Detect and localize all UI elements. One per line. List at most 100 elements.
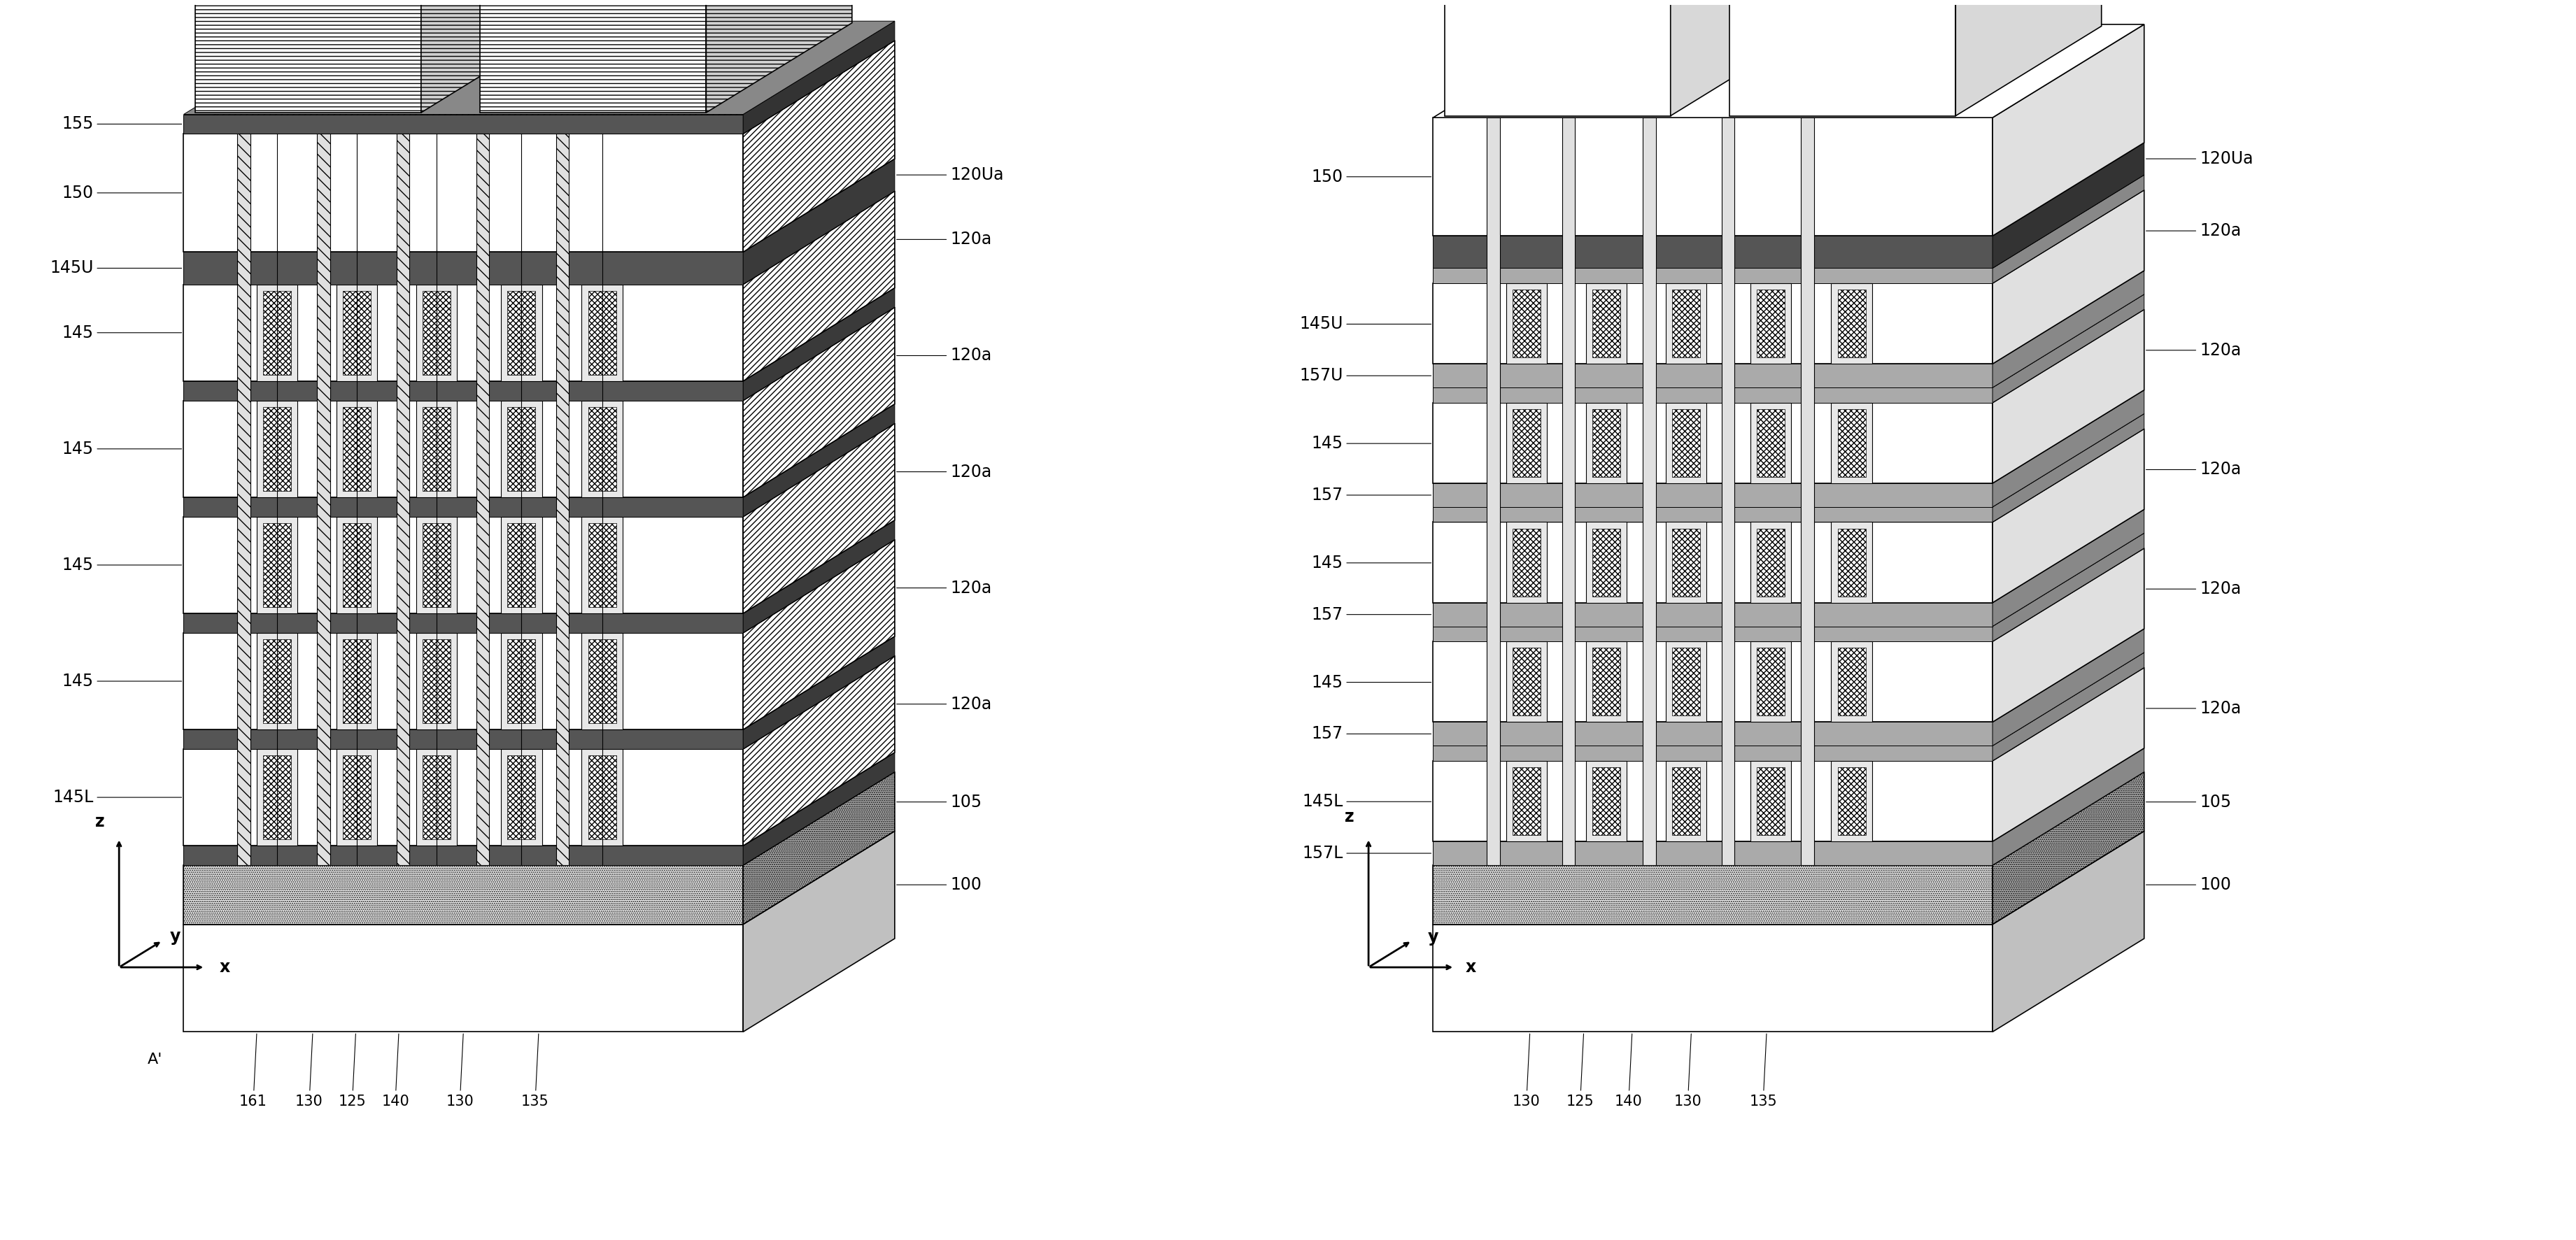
Polygon shape	[343, 755, 371, 839]
Text: 120a: 120a	[896, 696, 992, 713]
Polygon shape	[1512, 528, 1540, 596]
Polygon shape	[337, 401, 376, 497]
Polygon shape	[1432, 190, 2143, 283]
Polygon shape	[183, 41, 894, 134]
Text: 125: 125	[337, 1034, 366, 1109]
Polygon shape	[1994, 175, 2143, 283]
Polygon shape	[183, 539, 894, 632]
Polygon shape	[742, 636, 894, 749]
Polygon shape	[742, 831, 894, 1032]
Polygon shape	[1486, 118, 1499, 866]
Polygon shape	[1757, 768, 1785, 835]
Polygon shape	[1432, 363, 1994, 388]
Polygon shape	[1994, 533, 2143, 641]
Polygon shape	[1994, 143, 2143, 268]
Polygon shape	[183, 252, 742, 284]
Text: 140: 140	[381, 1034, 410, 1109]
Polygon shape	[343, 290, 371, 374]
Polygon shape	[1667, 761, 1705, 842]
Polygon shape	[1445, 0, 1669, 115]
Text: 130: 130	[1512, 1034, 1540, 1109]
Polygon shape	[422, 290, 451, 374]
Polygon shape	[183, 749, 742, 846]
Polygon shape	[1432, 522, 1994, 603]
Text: z: z	[1345, 808, 1355, 825]
Polygon shape	[587, 523, 616, 608]
Polygon shape	[1994, 391, 2143, 507]
Text: 100: 100	[2146, 877, 2231, 893]
Polygon shape	[1752, 403, 1790, 484]
Polygon shape	[1432, 667, 2143, 761]
Polygon shape	[1432, 309, 2143, 403]
Polygon shape	[1752, 641, 1790, 722]
Polygon shape	[1994, 831, 2143, 1032]
Polygon shape	[1432, 641, 1994, 722]
Polygon shape	[183, 497, 742, 517]
Polygon shape	[742, 539, 894, 729]
Polygon shape	[1994, 629, 2143, 745]
Polygon shape	[1587, 641, 1625, 722]
Text: 150: 150	[1311, 169, 1432, 185]
Polygon shape	[1672, 409, 1700, 477]
Polygon shape	[258, 749, 299, 846]
Polygon shape	[1432, 745, 1994, 761]
Text: 120a: 120a	[2146, 701, 2241, 717]
Polygon shape	[1667, 283, 1705, 363]
Text: 120a: 120a	[2146, 580, 2241, 598]
Polygon shape	[582, 749, 623, 846]
Polygon shape	[183, 423, 894, 517]
Polygon shape	[1994, 429, 2143, 603]
Polygon shape	[183, 21, 894, 114]
Polygon shape	[415, 401, 456, 497]
Polygon shape	[397, 134, 410, 866]
Polygon shape	[1432, 771, 2143, 866]
Polygon shape	[1643, 118, 1656, 866]
Text: x: x	[1466, 959, 1476, 976]
Text: 145: 145	[1311, 673, 1432, 691]
Polygon shape	[1432, 603, 1994, 626]
Polygon shape	[1432, 403, 1994, 484]
Text: 157L: 157L	[1301, 844, 1432, 862]
Polygon shape	[1432, 429, 2143, 522]
Polygon shape	[582, 517, 623, 614]
Polygon shape	[1752, 761, 1790, 842]
Polygon shape	[337, 749, 376, 846]
Polygon shape	[500, 632, 541, 729]
Polygon shape	[1432, 548, 2143, 641]
Polygon shape	[1994, 771, 2143, 924]
Polygon shape	[587, 407, 616, 491]
Polygon shape	[582, 632, 623, 729]
Text: A': A'	[147, 1053, 162, 1066]
Polygon shape	[343, 523, 371, 608]
Polygon shape	[742, 288, 894, 401]
Polygon shape	[420, 0, 567, 113]
Text: 105: 105	[2146, 794, 2231, 811]
Polygon shape	[479, 0, 706, 113]
Polygon shape	[263, 640, 291, 723]
Text: 120a: 120a	[2146, 222, 2241, 239]
Polygon shape	[1587, 403, 1625, 484]
Polygon shape	[507, 640, 536, 723]
Polygon shape	[1507, 641, 1548, 722]
Polygon shape	[500, 749, 541, 846]
Text: 125: 125	[1566, 1034, 1595, 1109]
Polygon shape	[1432, 722, 1994, 745]
Polygon shape	[742, 191, 894, 381]
Polygon shape	[1837, 647, 1865, 715]
Polygon shape	[183, 517, 742, 614]
Text: 150: 150	[62, 185, 183, 201]
Text: 120a: 120a	[2146, 342, 2241, 358]
Text: 157U: 157U	[1298, 367, 1432, 384]
Polygon shape	[1432, 748, 2143, 842]
Polygon shape	[1432, 533, 2143, 626]
Polygon shape	[263, 407, 291, 491]
Polygon shape	[1587, 522, 1625, 603]
Polygon shape	[742, 41, 894, 252]
Polygon shape	[1432, 866, 1994, 924]
Polygon shape	[1432, 842, 1994, 866]
Text: x: x	[219, 959, 229, 976]
Polygon shape	[1832, 522, 1873, 603]
Polygon shape	[1721, 118, 1734, 866]
Polygon shape	[1432, 507, 1994, 522]
Polygon shape	[422, 640, 451, 723]
